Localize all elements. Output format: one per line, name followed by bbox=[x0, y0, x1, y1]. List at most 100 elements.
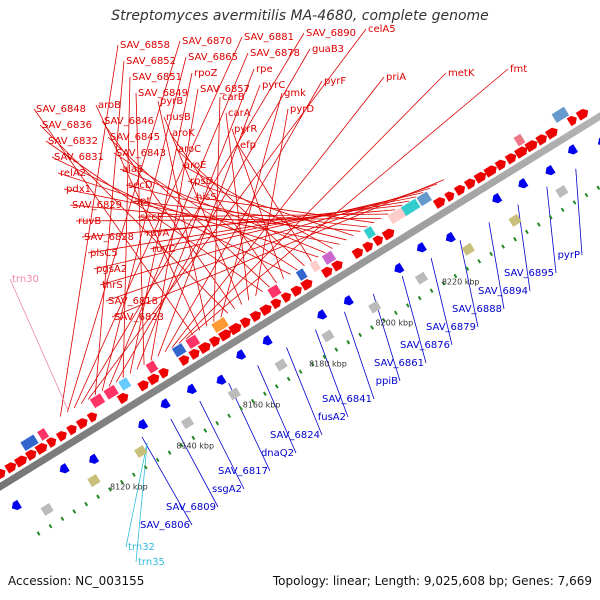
forward-gene-label: pdx1 bbox=[66, 184, 91, 195]
reverse-cds-arrow bbox=[89, 453, 100, 464]
reverse-cds-arrow bbox=[394, 262, 405, 274]
reverse-cds-arrow bbox=[138, 418, 149, 430]
leader-line bbox=[136, 68, 255, 370]
minor-tick-mark bbox=[179, 443, 184, 448]
forward-gene-label: SAV_6848 bbox=[36, 104, 86, 115]
leader-line bbox=[75, 217, 382, 222]
minor-tick-mark bbox=[346, 340, 351, 345]
reverse-gene-label: SAV_6861 bbox=[374, 358, 424, 369]
minor-tick-mark bbox=[227, 413, 232, 419]
forward-gene-label: pyrC bbox=[262, 80, 285, 91]
forward-gene-label: priA bbox=[386, 72, 406, 83]
minor-tick-mark bbox=[251, 398, 255, 404]
forward-gene-label: secF bbox=[140, 212, 163, 223]
leader-line bbox=[81, 209, 396, 238]
forward-cds-arrow bbox=[239, 317, 251, 329]
minor-tick-mark bbox=[513, 236, 517, 242]
forward-gene-label: fmt bbox=[510, 64, 527, 75]
reverse-box bbox=[227, 387, 241, 401]
leader-line bbox=[51, 156, 291, 275]
cog-box bbox=[513, 133, 526, 147]
cog-box bbox=[295, 268, 308, 281]
cog-box bbox=[321, 250, 337, 265]
reverse-gene-label: dnaQ2 bbox=[261, 448, 294, 459]
reverse-cds-arrow bbox=[492, 192, 503, 204]
leader-line bbox=[181, 164, 333, 249]
minor-tick-mark bbox=[131, 472, 136, 477]
forward-gene-label: relA2 bbox=[60, 168, 86, 179]
reverse-cds-arrow bbox=[317, 309, 328, 320]
forward-cds-arrow bbox=[147, 373, 160, 386]
forward-cds-arrow bbox=[351, 247, 364, 260]
forward-gene-label: pyrB bbox=[160, 96, 183, 107]
minor-tick-mark bbox=[560, 207, 565, 213]
genome-summary-text: Topology: linear; Length: 9,025,608 bp; … bbox=[272, 574, 592, 588]
forward-cds-arrow bbox=[45, 437, 57, 448]
cog-box bbox=[400, 198, 421, 216]
forward-gene-label: pgsA2 bbox=[96, 264, 127, 275]
reverse-gene-label: pyrP bbox=[558, 250, 580, 261]
leader-line bbox=[135, 92, 145, 365]
minor-tick-mark bbox=[536, 222, 541, 227]
forward-gene-label: gmk bbox=[284, 88, 306, 99]
reverse-cds-arrow bbox=[518, 178, 529, 189]
minor-tick-mark bbox=[465, 266, 470, 271]
forward-gene-label: aroB bbox=[98, 100, 121, 111]
reverse-box bbox=[321, 329, 335, 343]
reverse-box bbox=[40, 502, 54, 516]
minor-tick-mark bbox=[191, 435, 196, 441]
minor-tick-mark bbox=[215, 420, 220, 426]
forward-cds-arrow bbox=[218, 329, 232, 342]
reverse-cds-arrow bbox=[545, 164, 556, 176]
forward-gene-label: SAV_6881 bbox=[244, 32, 294, 43]
leader-line bbox=[213, 96, 221, 322]
minor-tick-mark bbox=[108, 487, 112, 492]
forward-cds-arrow bbox=[55, 430, 67, 442]
leader-line bbox=[286, 347, 323, 436]
backbone-shade bbox=[0, 112, 600, 491]
minor-tick-mark bbox=[72, 509, 77, 514]
forward-gene-label: SAV_6845 bbox=[110, 132, 160, 143]
forward-gene-label: secD bbox=[128, 180, 153, 191]
accession-text: Accession: NC_003155 bbox=[8, 574, 145, 588]
leader-line bbox=[141, 436, 193, 526]
leader-line bbox=[150, 88, 199, 361]
forward-gene-label: SAV_6836 bbox=[42, 120, 92, 131]
forward-gene-label: rpsD bbox=[190, 176, 214, 187]
leader-line bbox=[135, 442, 148, 563]
minor-tick-mark bbox=[382, 317, 386, 323]
cog-box bbox=[103, 384, 119, 400]
leader-line bbox=[80, 32, 305, 404]
minor-tick-mark bbox=[274, 384, 279, 389]
genome-backbone bbox=[0, 112, 600, 491]
gene-labels: SAV_6858 SAV_6870 SAV_6881 SAV_6890 celA5 SAV… bbox=[12, 24, 580, 568]
map-title: Streptomyces avermitilis MA-4680, comple… bbox=[111, 8, 489, 24]
forward-gene-label: rpoZ bbox=[194, 68, 218, 79]
reverse-gene-label: SAV_6824 bbox=[270, 430, 320, 441]
leader-line bbox=[101, 56, 187, 391]
forward-cds-arrow bbox=[249, 310, 261, 323]
leader-line bbox=[255, 108, 289, 297]
forward-cds-arrow bbox=[362, 241, 373, 253]
forward-cds-arrow bbox=[473, 171, 487, 184]
minor-tick-mark bbox=[322, 354, 327, 360]
forward-gene-label: pyrF bbox=[324, 76, 346, 87]
reverse-cds-arrow bbox=[445, 231, 456, 243]
forward-gene-label: aroK bbox=[172, 128, 195, 139]
reverse-box bbox=[134, 445, 148, 459]
forward-cds-arrow bbox=[535, 134, 547, 146]
forward-gene-label: pyrR bbox=[234, 124, 257, 135]
tick-label: 8180 kbp bbox=[309, 360, 347, 369]
minor-tick-mark bbox=[84, 501, 89, 507]
leader-line bbox=[169, 132, 277, 284]
forward-cds-arrow bbox=[331, 260, 343, 272]
reverse-box bbox=[274, 358, 288, 372]
forward-gene-label: thrS bbox=[102, 280, 123, 291]
forward-cds-arrow bbox=[504, 153, 517, 165]
forward-cds-arrow bbox=[13, 455, 27, 468]
forward-gene-label: carA bbox=[228, 108, 251, 119]
tick-label: 8220 kbp bbox=[442, 278, 480, 287]
leader-line bbox=[171, 76, 385, 348]
minor-tick-mark bbox=[120, 479, 124, 485]
reverse-gene-label: ppiB bbox=[376, 376, 398, 387]
